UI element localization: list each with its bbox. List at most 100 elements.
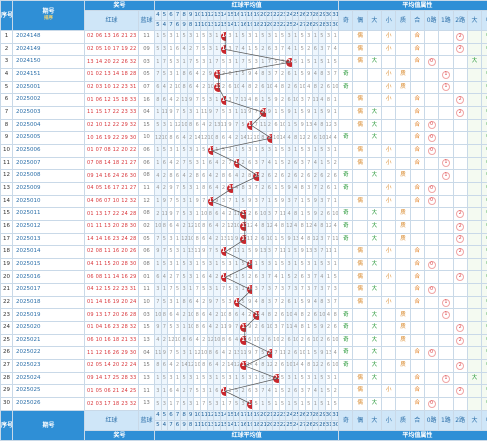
row-blue-ball: 16 [138,93,156,107]
attr-cell: 1 [438,169,454,183]
foot-trend: 红球平均值 [154,430,340,441]
attr-cell: 中 [481,181,487,196]
row-issue[interactable]: 2024150 [11,55,86,69]
attr-cell: 中 [481,143,487,158]
row-issue[interactable]: 2025005 [11,131,86,145]
avg-hit-cell: 16 [232,156,241,171]
row-blue-ball: 08 [138,207,156,221]
row-issue[interactable]: 2025011 [11,207,86,221]
attr-cell: 大 [366,359,383,373]
remainder-mark: 2 [456,32,465,41]
attr-mark: 质 [400,235,406,242]
attr-mark: 大 [371,286,378,293]
row-issue[interactable]: 2025022 [11,346,86,361]
row-issue[interactable]: 2025018 [11,295,86,310]
attr-cell: 小 [381,30,397,44]
foot-attr-head: 0路 [423,410,440,431]
attr-cell [395,257,411,272]
row-issue[interactable]: 2025012 [11,219,86,234]
row-issue[interactable]: 2025010 [11,194,86,209]
row-issue[interactable]: 2025008 [11,169,86,183]
avg-ball: 18 [247,285,253,295]
avg-ball: 20 [260,108,266,118]
row-issue[interactable]: 2024149 [11,42,86,57]
attr-cell [452,283,468,297]
attr-cell: 质 [395,219,411,234]
attr-cell [423,295,440,310]
attr-cell [452,194,468,209]
attr-mark: 奇 [343,235,349,242]
row-issue[interactable]: 2025007 [11,156,86,171]
attr-cell [466,333,483,348]
attr-cell [395,384,411,399]
attr-mark: 大 [471,58,478,65]
row-issue[interactable]: 2025026 [11,397,86,411]
avg-ball: 18 [247,260,253,270]
attr-mark: 奇 [343,71,349,78]
table-row: 11 2025007 07 08 14 18 21 27 06 1 6 4 2 7 5 3 1 6 4 2 7… [0,156,487,171]
avg-cell: 4 [331,42,340,57]
row-issue[interactable]: 2024148 [11,30,86,44]
row-issue[interactable]: 2025009 [11,181,86,196]
table-row: 3 2024150 13 14 20 22 26 32 03 1 7 5 3 1 7 5 3 1 7 5 3 1… [0,55,487,69]
attr-cell [366,270,383,285]
row-issue[interactable]: 2025004 [11,118,86,133]
col-issue[interactable]: 期号 排序 [11,0,86,31]
attr-cell [352,321,368,335]
attr-cell: 中 [481,105,487,120]
attr-cell: 合 [409,93,425,107]
avg-cell: 5 [331,397,340,411]
attr-cell: 小 [381,93,397,107]
remainder-mark: 1 [441,172,450,181]
row-issue[interactable]: 2025024 [11,371,86,386]
attr-cell [381,397,397,411]
attr-mark: 合 [414,349,421,356]
attr-cell: 中 [481,219,487,234]
attr-mark: 大 [371,109,378,116]
attr-mark: 偶 [357,109,363,116]
row-issue[interactable]: 2025014 [11,245,86,259]
foot-attr-head: 质 [395,410,411,431]
row-issue[interactable]: 2024151 [11,67,86,82]
row-issue[interactable]: 2025015 [11,257,86,272]
row-blue-ball: 09 [138,42,156,57]
row-issue[interactable]: 2025002 [11,93,86,107]
col-blue: 蓝球 [138,10,156,31]
attr-mark: 大 [371,210,378,217]
row-blue-ball: 10 [138,295,156,310]
row-blue-ball: 11 [138,384,156,399]
attr-cell [466,384,483,399]
row-issue[interactable]: 2025006 [11,143,86,158]
attr-cell [381,257,397,272]
attr-cell: 质 [395,169,411,183]
row-index: 27 [0,359,13,373]
avg-hit-cell: 17 [239,321,247,335]
row-issue[interactable]: 2025025 [11,384,86,399]
attr-cell: 中 [481,308,487,323]
row-issue[interactable]: 2025003 [11,105,86,120]
row-issue[interactable]: 2025013 [11,232,86,247]
row-issue[interactable]: 2025019 [11,308,86,323]
attr-cell: 0 [423,131,440,145]
row-blue-ball: 13 [138,371,156,386]
row-issue[interactable]: 2025021 [11,333,86,348]
attr-cell [452,118,468,133]
attr-cell [466,181,483,196]
row-index: 2 [0,42,13,57]
attr-mark: 合 [414,58,421,65]
attr-mark: 质 [400,336,406,343]
row-issue[interactable]: 2025020 [11,321,86,335]
row-issue[interactable]: 2025016 [11,270,86,285]
attr-cell: 0 [423,257,440,272]
row-issue[interactable]: 2025001 [11,80,86,95]
row-issue[interactable]: 2025017 [11,283,86,297]
avg-ball: 17 [240,336,246,346]
attr-mark: 小 [385,273,392,280]
avg-cell: 1 [331,371,340,386]
attr-mark: 小 [385,184,392,191]
attr-cell: 合 [409,118,425,133]
avg-cell: 3 [331,283,340,297]
row-issue[interactable]: 2025023 [11,359,86,373]
attr-mark: 质 [400,71,406,78]
